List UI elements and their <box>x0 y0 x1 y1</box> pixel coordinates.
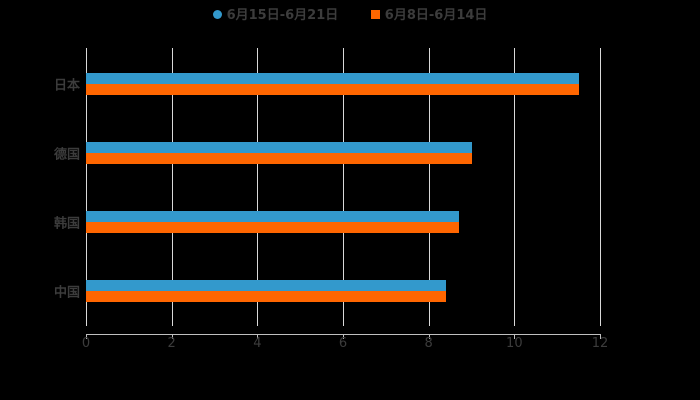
x-tick <box>343 334 344 339</box>
bar-week-0615[interactable] <box>86 142 472 153</box>
y-category-label: 日本 <box>53 78 80 94</box>
bar-week-0615[interactable] <box>86 73 579 84</box>
bar-week-0608[interactable] <box>86 222 459 233</box>
x-tick-label: 4 <box>253 336 262 351</box>
legend-square-icon <box>370 10 380 19</box>
chart-legend: 6月15日-6月21日 6月8日-6月14日 <box>0 4 700 23</box>
y-category-label: 德国 <box>53 147 80 163</box>
x-tick <box>514 334 516 339</box>
x-tick <box>600 334 601 339</box>
gridline <box>86 48 87 326</box>
x-tick-label: 12 <box>591 336 609 351</box>
x-tick <box>257 334 259 339</box>
y-category-label: 中国 <box>53 285 80 301</box>
gridline <box>514 48 516 326</box>
gridline <box>171 48 173 326</box>
x-tick-label: 2 <box>167 336 176 351</box>
gridline <box>343 48 344 326</box>
plot-area <box>86 48 601 326</box>
x-tick-label: 10 <box>506 336 523 351</box>
x-tick-label: 0 <box>81 336 91 351</box>
x-tick <box>428 334 430 339</box>
bar-week-0608[interactable] <box>86 291 446 302</box>
bar-week-0615[interactable] <box>86 280 446 291</box>
gridline <box>600 48 601 326</box>
legend-label: 6月8日-6月14日 <box>384 8 488 23</box>
x-tick <box>86 334 87 339</box>
y-category-label: 韩国 <box>53 216 80 232</box>
legend-label: 6月15日-6月21日 <box>226 8 339 23</box>
legend-item-week-0608[interactable]: 6月8日-6月14日 <box>370 4 488 23</box>
gridline <box>428 48 430 326</box>
legend-circle-icon <box>212 10 222 19</box>
bar-week-0608[interactable] <box>86 153 472 164</box>
x-tick <box>171 334 173 339</box>
bar-week-0615[interactable] <box>86 211 459 222</box>
bar-week-0608[interactable] <box>86 84 579 95</box>
legend-item-week-0615[interactable]: 6月15日-6月21日 <box>212 4 339 23</box>
gridline <box>257 48 259 326</box>
x-tick-label: 8 <box>424 336 433 351</box>
x-tick-label: 6 <box>338 336 348 351</box>
